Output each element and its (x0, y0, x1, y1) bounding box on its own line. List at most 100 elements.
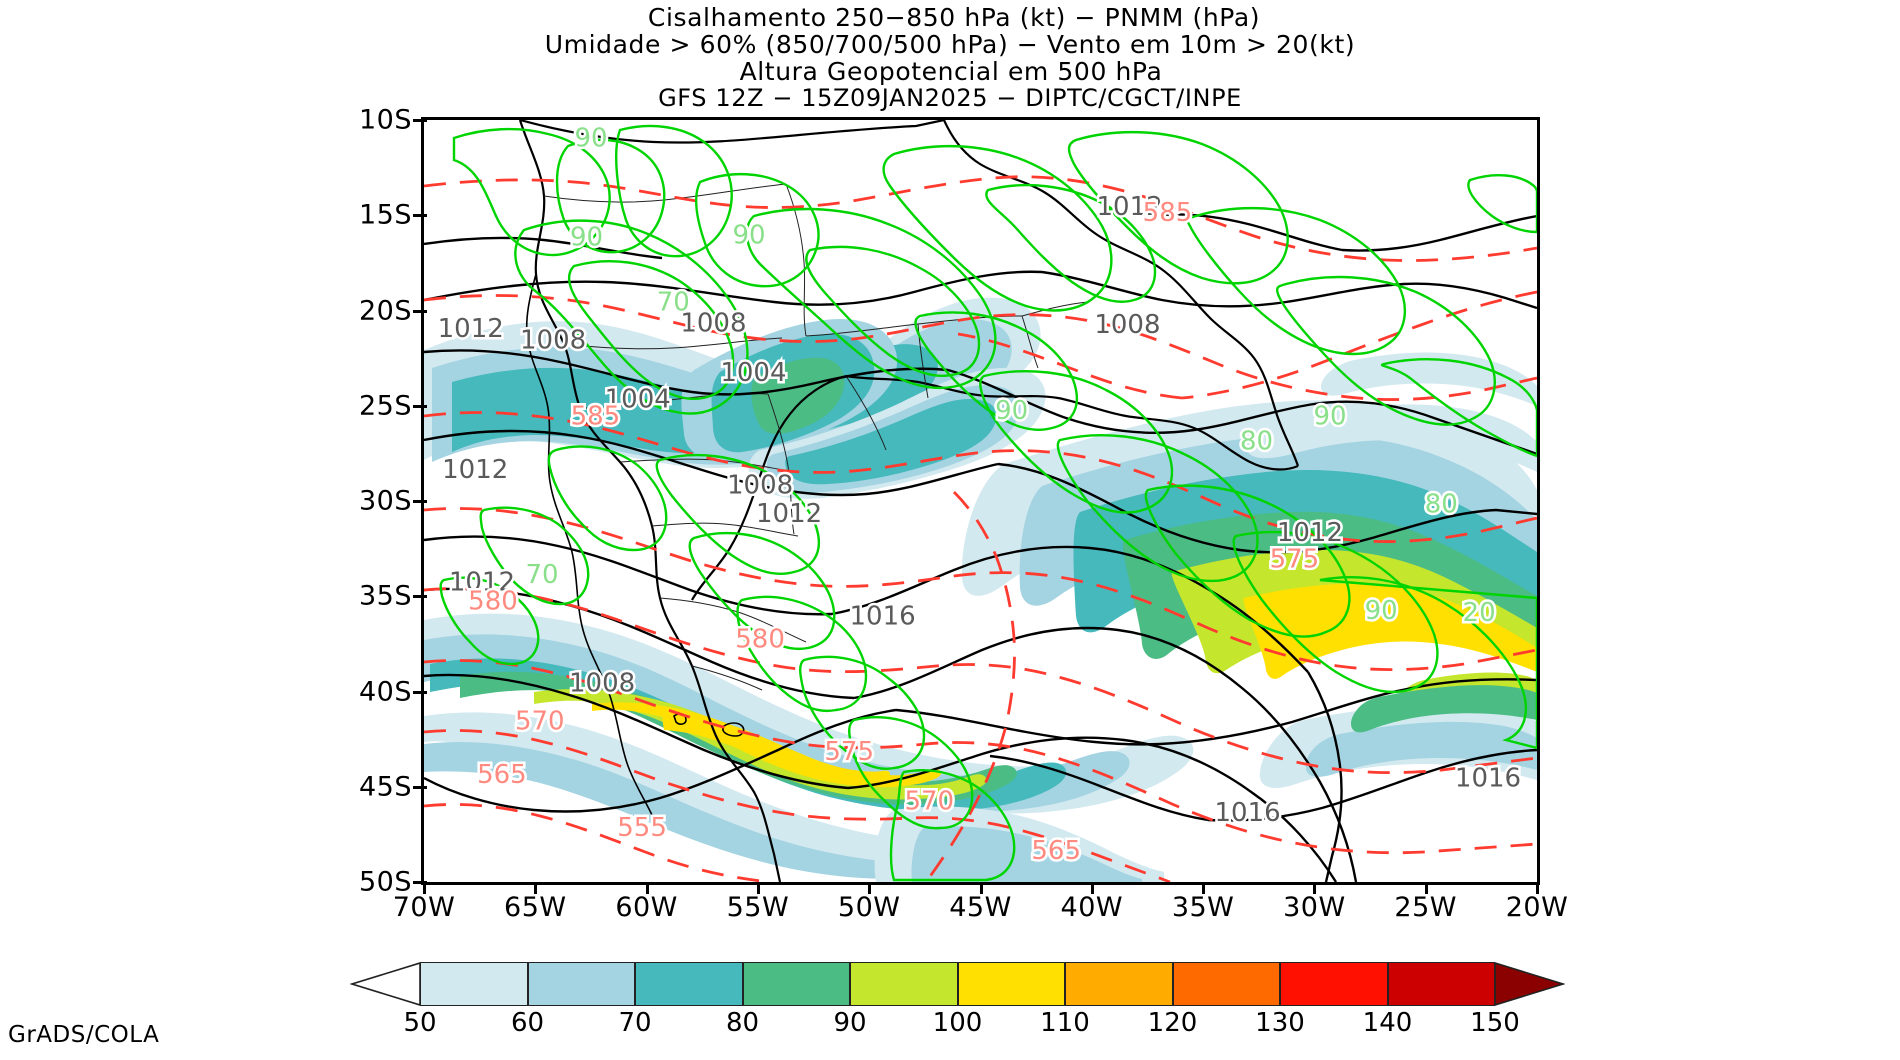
contour-label: 1012 (449, 567, 515, 597)
contour-label: 570 (515, 707, 565, 737)
contour-label: 1008 (680, 308, 746, 338)
x-axis-tick (645, 882, 649, 894)
x-axis-label: 55W (726, 892, 790, 923)
colorbar-cell (1387, 962, 1495, 1006)
chart-title-line-3: Altura Geopotencial em 500 hPa (739, 57, 1163, 86)
contour-label: 80 (1425, 489, 1458, 519)
colorbar-cell (850, 962, 958, 1006)
contour-label: 1004 (605, 385, 671, 415)
colorbar-cell (957, 962, 1065, 1006)
contour-label: 1008 (1094, 310, 1160, 340)
chart-title-line-2: Umidade > 60% (850/700/500 hPa) − Vento … (544, 30, 1356, 59)
x-axis-label: 50W (837, 892, 901, 923)
contour-label: 575 (1270, 545, 1320, 575)
grads-credit: GrADS/COLA (8, 1022, 160, 1048)
colorbar-tick-label: 70 (618, 1008, 652, 1038)
colorbar-tick-label: 100 (932, 1008, 983, 1038)
colorbar-cell (420, 962, 528, 1006)
contour-label: 70 (657, 287, 690, 317)
y-axis-label: 35S (359, 580, 412, 612)
y-axis-label: 15S (359, 199, 412, 231)
colorbar-tick-label: 120 (1147, 1008, 1198, 1038)
x-axis-tick (1202, 882, 1206, 894)
contour-label: 1012 (1277, 518, 1343, 548)
contour-label: 1012 (438, 314, 504, 344)
x-axis-label: 25W (1394, 892, 1457, 923)
map-plot-area: 1012 1008 1008 1008 1012 1004 1004 1012 1008 1012… (421, 117, 1540, 885)
colorbar-tick-label: 140 (1362, 1008, 1413, 1038)
x-axis-label: 35W (1171, 892, 1235, 923)
contour-label: 90 (570, 223, 603, 253)
y-axis-tick (413, 881, 427, 884)
contour-label: 70 (525, 560, 558, 590)
contour-label: 1008 (569, 668, 635, 698)
y-axis-labels: 10S 15S 20S 25S 30S 35S 40S 45S 50S (330, 105, 412, 898)
y-axis-label: 20S (359, 295, 412, 326)
contour-label: 90 (574, 124, 607, 154)
contour-label: 580 (735, 625, 785, 655)
y-axis-label: 25S (359, 390, 412, 422)
y-axis-label: 45S (359, 771, 412, 803)
y-axis-label: 10S (359, 104, 412, 136)
contour-label: 585 (1143, 198, 1193, 228)
colorbar-under-arrow (350, 962, 420, 1006)
x-axis-label: 20W (1505, 892, 1569, 923)
y-axis-tick (413, 309, 427, 313)
contour-label: 1012 (756, 499, 822, 529)
y-axis-tick (413, 214, 427, 218)
y-axis-label: 30S (359, 485, 412, 517)
x-axis-tick (1424, 882, 1428, 894)
coastlines-and-borders (518, 120, 1300, 882)
x-axis-tick (979, 882, 983, 894)
contour-label: 90 (732, 221, 765, 251)
x-axis-tick (534, 882, 538, 894)
x-axis-label: 70W (392, 892, 456, 923)
x-axis-tick (756, 882, 760, 894)
colorbar-tick-label: 60 (510, 1008, 545, 1038)
contour-label: 20 (1463, 598, 1496, 628)
colorbar-cell (635, 962, 743, 1006)
x-axis-label: 45W (949, 892, 1012, 923)
x-axis-label: 60W (615, 892, 678, 923)
y-axis-tick (413, 785, 427, 789)
contour-label: 1016 (1455, 764, 1521, 794)
contour-label: 570 (904, 787, 954, 817)
x-axis-tick (1536, 882, 1539, 894)
colorbar-tick-label: 130 (1255, 1008, 1305, 1038)
x-axis-label: 65W (504, 892, 567, 923)
colorbar-tick-label: 90 (833, 1008, 867, 1038)
y-axis-tick (413, 690, 427, 694)
x-axis-tick (1313, 882, 1317, 894)
contour-label: 1008 (520, 326, 586, 356)
y-axis-label: 50S (359, 866, 412, 898)
colorbar-over-arrow (1495, 962, 1565, 1006)
colorbar-cell (1172, 962, 1280, 1006)
colorbar-cell (527, 962, 635, 1006)
colorbar-tick-label: 50 (403, 1008, 437, 1038)
contour-label: 1016 (1215, 798, 1281, 828)
chart-title-block: Cisalhamento 250−850 hPa (kt) − PNMM (hP… (0, 4, 1900, 112)
y-axis-label: 40S (359, 676, 412, 707)
x-axis-label: 40W (1060, 892, 1124, 923)
y-axis-tick (413, 500, 427, 503)
contour-label: 90 (995, 396, 1028, 426)
y-axis-tick (413, 595, 427, 599)
humidity-wind-contours (439, 124, 1537, 882)
contour-label: 565 (477, 760, 527, 790)
colorbar-tick-label: 80 (725, 1008, 760, 1038)
pnmm-contours (424, 213, 1537, 882)
contour-label: 90 (1365, 596, 1398, 626)
x-axis-tick (423, 882, 426, 894)
chart-title-line-1: Cisalhamento 250−850 hPa (kt) − PNMM (hP… (647, 3, 1261, 32)
chart-subtitle-source: GFS 12Z − 15Z09JAN2025 − DIPTC/CGCT/INPE (658, 84, 1242, 112)
geopotential-500-contours (424, 175, 1537, 882)
colorbar-tick-label: 150 (1470, 1008, 1520, 1038)
contour-label: 580 (468, 587, 518, 617)
contour-label: 585 (571, 402, 621, 432)
contour-label: 555 (617, 813, 667, 843)
contour-label: 1012 (442, 455, 508, 485)
contour-label: 90 (1313, 402, 1346, 432)
